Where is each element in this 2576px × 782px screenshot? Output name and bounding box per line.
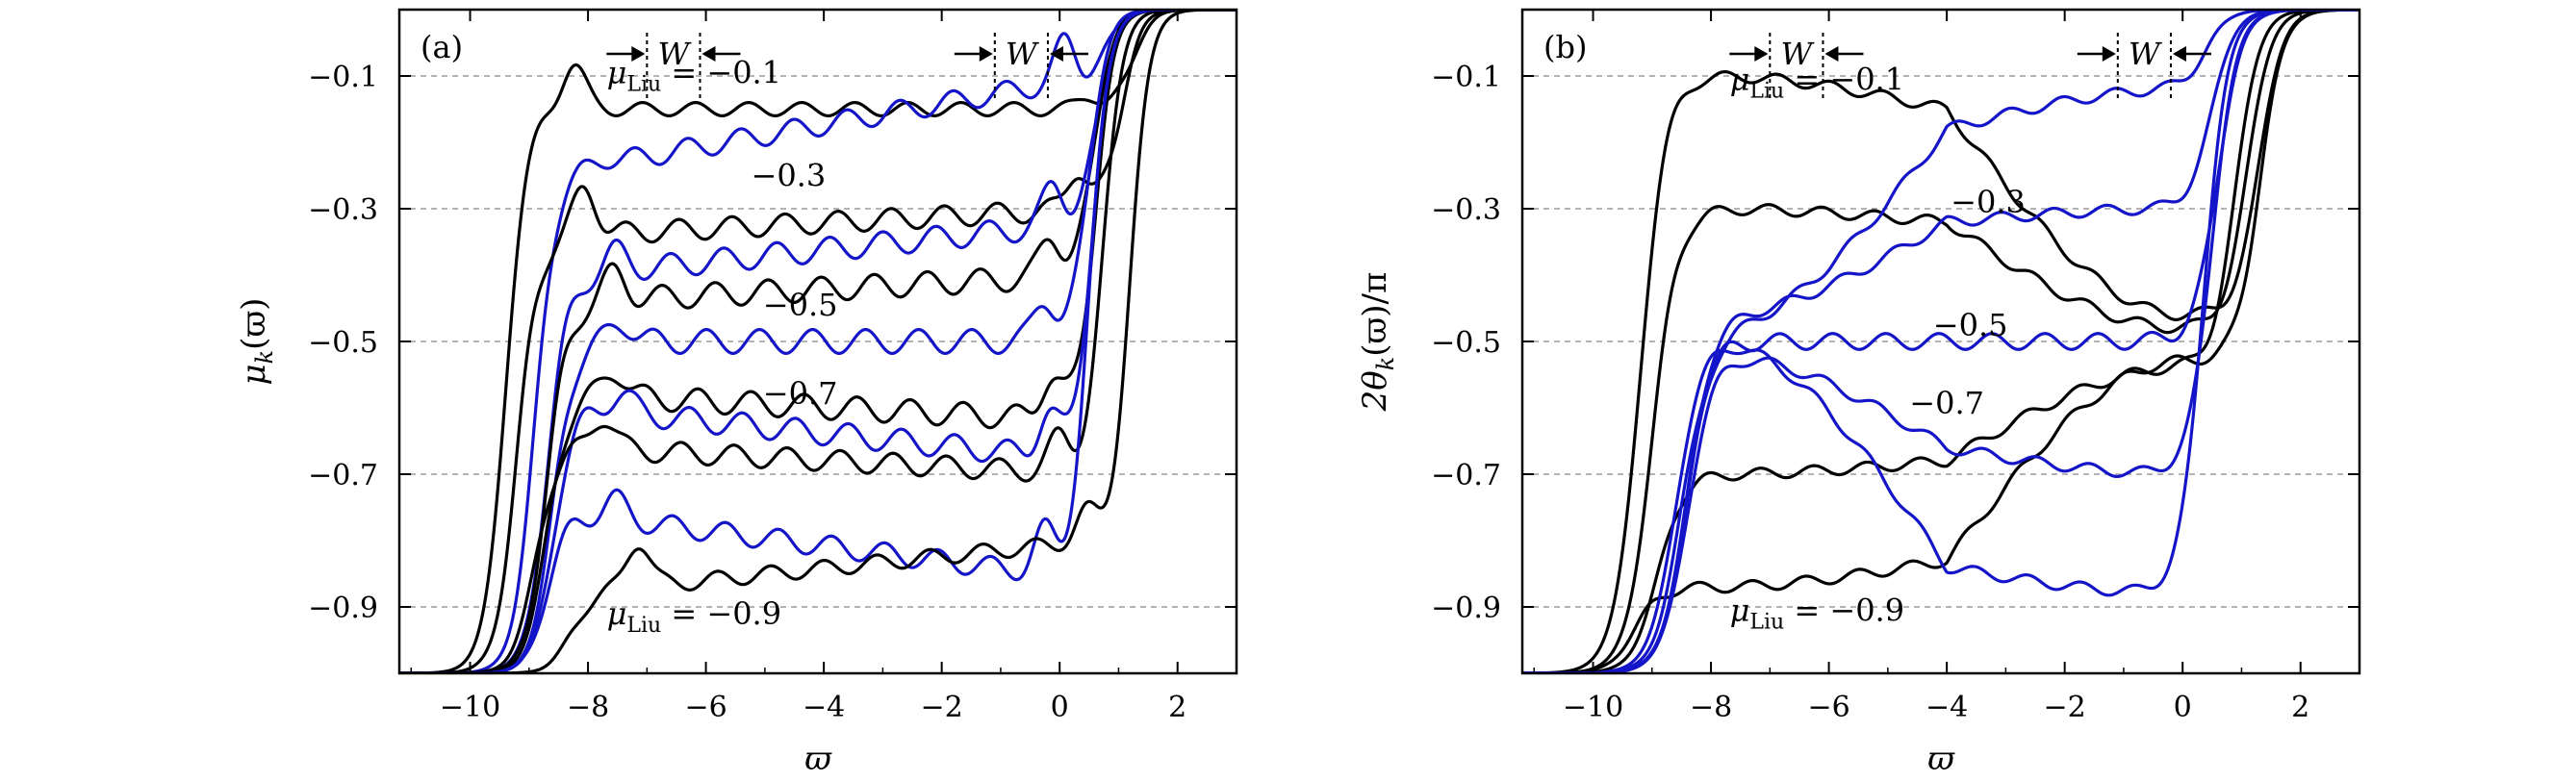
series-line bbox=[1522, 10, 2359, 673]
curve-annotation: −0.5 bbox=[1933, 307, 2008, 343]
series-line bbox=[399, 10, 1237, 673]
x-tick-label: −2 bbox=[921, 691, 963, 724]
series-line bbox=[399, 10, 1237, 673]
annotation-tail: = −0.9 bbox=[1784, 592, 1904, 628]
y-axis-label-tail: (ϖ) bbox=[235, 298, 273, 350]
y-tick-label: −0.5 bbox=[1431, 326, 1501, 360]
y-axis-label-sub: k bbox=[251, 350, 278, 365]
width-arrow-left-head bbox=[631, 46, 646, 62]
y-tick-label: −0.3 bbox=[308, 193, 378, 227]
x-tick-label: −6 bbox=[1807, 691, 1849, 724]
y-tick-label: −0.1 bbox=[308, 61, 378, 94]
y-axis-label-main: 2θ bbox=[1356, 370, 1394, 412]
x-tick-label: 2 bbox=[1168, 691, 1186, 724]
curve-annotation: −0.7 bbox=[763, 375, 838, 412]
annotation-sub: Liu bbox=[1749, 610, 1784, 634]
annotation-main: μ bbox=[607, 55, 627, 91]
panel-label: (a) bbox=[421, 29, 463, 65]
curve-annotation: μLiu = −0.1 bbox=[607, 55, 781, 97]
x-tick-label: 0 bbox=[2174, 691, 2192, 724]
annotation-main: μ bbox=[607, 595, 627, 632]
series-line bbox=[1522, 10, 2359, 673]
curve-annotation: μLiu = −0.1 bbox=[1730, 61, 1904, 103]
x-tick-label: −4 bbox=[803, 691, 845, 724]
curve-annotation: −0.7 bbox=[1909, 385, 1984, 421]
width-marker-label: W bbox=[2129, 36, 2163, 72]
width-arrow-left-head bbox=[1754, 46, 1769, 62]
y-axis-label-sub: k bbox=[1372, 357, 1399, 371]
width-arrow-left-head bbox=[2102, 46, 2116, 62]
y-axis-label: μk(ϖ) bbox=[235, 298, 278, 386]
width-arrow-right-head bbox=[701, 46, 716, 62]
series-line bbox=[399, 10, 1237, 673]
annotation-sub: Liu bbox=[626, 73, 661, 97]
x-tick-label: −8 bbox=[567, 691, 609, 724]
curve-annotation: −0.3 bbox=[752, 158, 827, 194]
curve-annotation: μLiu = −0.9 bbox=[607, 595, 781, 638]
y-axis-label-main: μ bbox=[235, 364, 273, 385]
x-axis-label: ϖ bbox=[804, 740, 832, 778]
annotation-sub: Liu bbox=[626, 614, 661, 638]
y-tick-label: −0.7 bbox=[308, 459, 378, 492]
width-arrow-right-head bbox=[1049, 46, 1063, 62]
x-tick-label: −4 bbox=[1926, 691, 1968, 724]
y-tick-label: −0.1 bbox=[1431, 61, 1501, 94]
panel-label: (b) bbox=[1543, 29, 1587, 65]
annotation-tail: = −0.1 bbox=[661, 55, 781, 91]
width-arrow-right-head bbox=[2172, 46, 2186, 62]
width-marker-label: W bbox=[657, 36, 692, 72]
width-arrow-left-head bbox=[979, 46, 993, 62]
x-tick-label: 2 bbox=[2291, 691, 2309, 724]
x-tick-label: 0 bbox=[1051, 691, 1069, 724]
series-line bbox=[399, 10, 1237, 673]
panel-a: −10 −8 −6 −4 −2 0 2−0.1−0.3−0.5−0.7−0.9ϖμk(ϖ)(… bbox=[235, 8, 1238, 778]
y-tick-label: −0.7 bbox=[1431, 459, 1501, 492]
y-tick-label: −0.9 bbox=[1431, 592, 1501, 625]
curve-annotation: −0.5 bbox=[763, 287, 838, 323]
y-tick-label: −0.5 bbox=[308, 326, 378, 360]
x-axis-label: ϖ bbox=[1927, 740, 1955, 778]
annotation-tail: = −0.9 bbox=[661, 595, 781, 632]
annotation-main: μ bbox=[1730, 61, 1750, 97]
panel-b: −10 −8 −6 −4 −2 0 2 −0.1 −0.3 −0.5 −0.7 −0.9 ϖ 2θk(ϖ)… bbox=[1356, 8, 2361, 778]
curve-annotation: −0.3 bbox=[1951, 184, 2026, 220]
y-axis-label: 2θk(ϖ)/π bbox=[1356, 272, 1399, 413]
annotation-tail: = −0.1 bbox=[1784, 61, 1904, 97]
y-tick-label: −0.9 bbox=[308, 592, 378, 625]
x-tick-label: −6 bbox=[684, 691, 727, 724]
y-tick-label: −0.3 bbox=[1431, 193, 1501, 227]
x-tick-label: −10 bbox=[1563, 691, 1623, 724]
x-tick-label: −10 bbox=[440, 691, 500, 724]
annotation-main: μ bbox=[1730, 592, 1750, 628]
series-line bbox=[399, 10, 1237, 673]
series-line bbox=[1522, 10, 2359, 673]
annotation-sub: Liu bbox=[1749, 79, 1784, 103]
y-axis-label-tail: (ϖ)/π bbox=[1356, 272, 1394, 357]
x-tick-label: −2 bbox=[2044, 691, 2086, 724]
width-arrow-right-head bbox=[1824, 46, 1839, 62]
x-tick-label: −8 bbox=[1690, 691, 1732, 724]
series-group bbox=[1522, 10, 2359, 673]
width-marker-label: W bbox=[1006, 36, 1040, 72]
series-group bbox=[399, 10, 1237, 673]
series-line bbox=[399, 10, 1237, 673]
curve-annotation: μLiu = −0.9 bbox=[1730, 592, 1904, 634]
series-line bbox=[1522, 10, 2359, 673]
width-marker-label: W bbox=[1780, 36, 1815, 72]
